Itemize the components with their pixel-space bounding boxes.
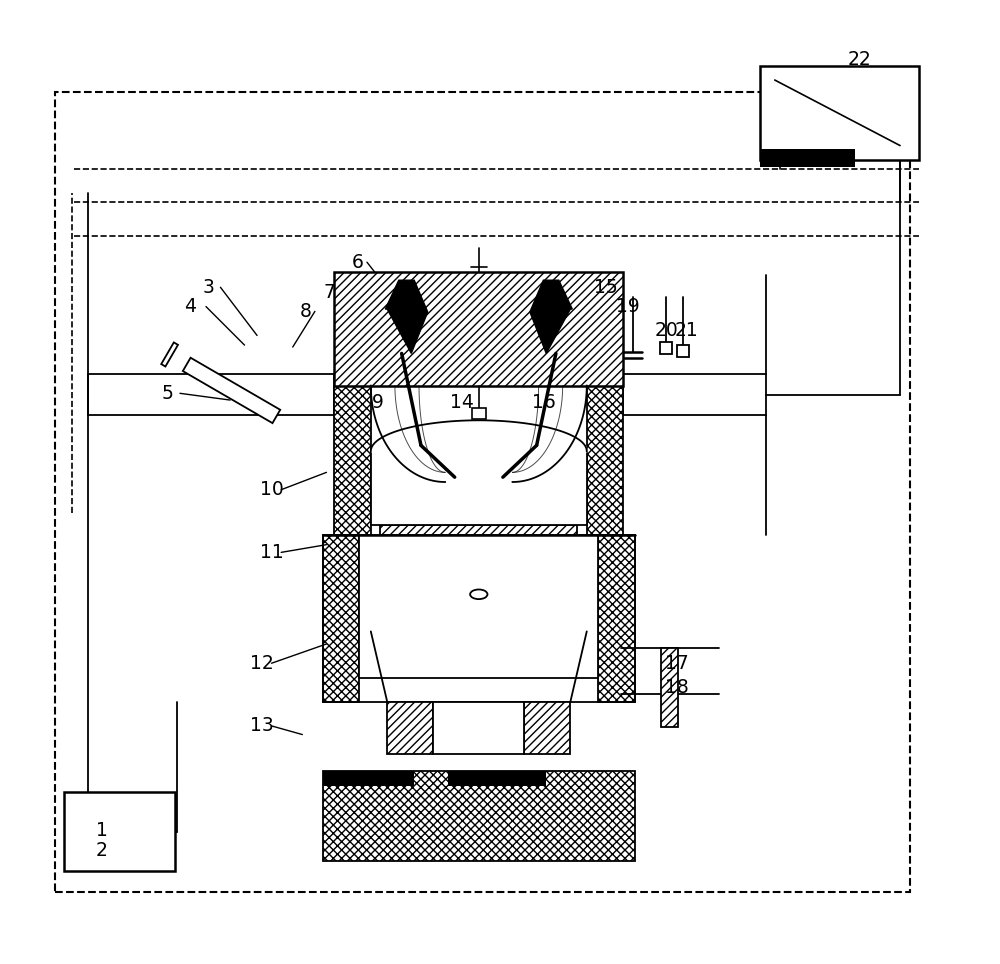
Polygon shape	[161, 342, 178, 366]
Text: 3: 3	[203, 278, 215, 297]
Text: 17: 17	[665, 654, 688, 673]
Bar	[760, 66, 919, 160]
Text: 22: 22	[848, 50, 871, 69]
Text: 1: 1	[96, 821, 108, 841]
Text: 7: 7	[323, 282, 335, 302]
Text: 14: 14	[450, 393, 473, 413]
Bar	[88, 374, 334, 415]
Bar	[387, 702, 433, 754]
Bar	[433, 702, 524, 754]
Bar	[587, 386, 623, 535]
Bar	[380, 525, 577, 631]
Bar	[334, 272, 623, 386]
Text: 12: 12	[250, 654, 274, 673]
Bar	[448, 771, 546, 786]
Text: 20: 20	[655, 321, 679, 340]
Text: 6: 6	[351, 253, 363, 272]
Text: 15: 15	[594, 278, 618, 297]
Bar	[371, 451, 587, 525]
Text: 2: 2	[96, 841, 108, 860]
Text: 8: 8	[299, 302, 311, 321]
Bar	[472, 408, 486, 419]
Bar	[334, 386, 371, 535]
Text: 13: 13	[250, 716, 274, 736]
Polygon shape	[530, 281, 572, 354]
Bar	[661, 648, 678, 727]
Bar	[623, 374, 766, 415]
Text: 16: 16	[532, 393, 555, 413]
Polygon shape	[183, 358, 280, 423]
Text: 9: 9	[372, 393, 384, 413]
Text: 10: 10	[260, 480, 283, 499]
Text: 11: 11	[260, 543, 283, 562]
Text: 18: 18	[665, 678, 688, 697]
Text: 19: 19	[616, 297, 640, 316]
Bar	[760, 149, 855, 167]
Bar	[323, 771, 635, 861]
Text: 21: 21	[674, 321, 698, 340]
Bar	[55, 92, 910, 892]
Bar	[64, 792, 175, 871]
Bar	[677, 345, 689, 357]
Bar	[323, 535, 359, 702]
Bar	[323, 771, 414, 786]
Ellipse shape	[470, 590, 487, 600]
Text: 4: 4	[184, 297, 196, 316]
Bar	[359, 535, 598, 678]
Bar	[524, 702, 570, 754]
Bar	[660, 342, 672, 354]
Polygon shape	[385, 281, 428, 354]
Bar	[598, 535, 635, 702]
Text: 5: 5	[161, 384, 173, 403]
